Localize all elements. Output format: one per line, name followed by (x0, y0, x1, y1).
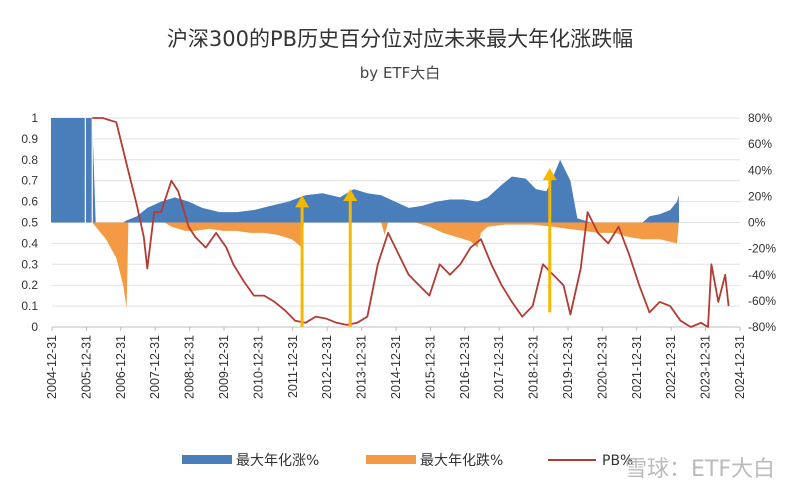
x-tick-label: 2011-12-31 (286, 335, 300, 398)
up-arrow-head (343, 189, 358, 202)
x-tick-label: 2006-12-31 (114, 335, 128, 399)
legend-swatch (182, 455, 232, 464)
x-tick-label: 2018-12-31 (527, 335, 541, 399)
y-left-tick-label: 0.7 (21, 174, 38, 188)
y-left-tick-label: 0.9 (21, 132, 38, 146)
y-right-tick-label: -20% (748, 242, 776, 256)
y-left-tick-label: 0.1 (21, 299, 38, 313)
x-tick-label: 2005-12-31 (79, 335, 93, 399)
x-tick-label: 2016-12-31 (458, 335, 472, 399)
x-tick-label: 2022-12-31 (664, 335, 678, 399)
y-left-tick-label: 1 (31, 111, 38, 125)
annotations (295, 168, 557, 327)
pb-line (92, 117, 730, 328)
y-left-tick-label: 0.5 (21, 216, 38, 230)
chart-subtitle: by ETF大白 (360, 64, 440, 82)
y-right-tick-label: -60% (748, 294, 776, 308)
x-tick-label: 2014-12-31 (389, 335, 403, 399)
chart-title: 沪深300的PB历史百分位对应未来最大年化涨跌幅 (167, 27, 633, 51)
y-right-tick-label: -80% (748, 320, 776, 334)
legend-label: 最大年化跌% (420, 453, 503, 469)
x-tick-label: 2013-12-31 (355, 335, 369, 399)
y-right-tick-label: 80% (748, 111, 772, 125)
x-tick-label: 2024-12-31 (733, 335, 747, 399)
up-arrow-head (542, 168, 557, 181)
x-tick-label: 2015-12-31 (423, 335, 437, 399)
x-tick-label: 2023-12-31 (699, 335, 713, 399)
x-tick-label: 2009-12-31 (217, 335, 231, 399)
x-tick-label: 2007-12-31 (148, 335, 162, 399)
x-tick-label: 2020-12-31 (595, 335, 609, 399)
area-series (51, 118, 680, 309)
legend-swatch (366, 455, 416, 464)
y-right-tick-label: 20% (748, 189, 772, 203)
x-tick-label: 2010-12-31 (251, 335, 265, 399)
y-right-tick-label: 0% (748, 216, 766, 230)
x-tick-label: 2004-12-31 (45, 335, 59, 399)
rise-area (51, 118, 680, 223)
axis-ticks: 0 0.1 0.2 0.3 0.4 0.5 0.6 0.7 0.8 0.9 1 -80% -60% -40… (21, 111, 776, 399)
x-tick-label: 2019-12-31 (561, 335, 575, 399)
y-right-tick-label: 40% (748, 163, 772, 177)
y-left-tick-label: 0.6 (21, 195, 38, 209)
y-left-tick-label: 0 (31, 320, 38, 334)
legend: 最大年化涨% 最大年化跌% PB% (182, 453, 633, 469)
watermark-text: 雪球：ETF大白 (625, 457, 775, 482)
fall-area (92, 222, 679, 309)
y-left-tick-label: 0.3 (21, 257, 38, 271)
legend-label: 最大年化涨% (236, 453, 319, 469)
x-tick-label: 2012-12-31 (320, 335, 334, 399)
y-right-tick-label: 60% (748, 137, 772, 151)
x-tick-label: 2008-12-31 (183, 335, 197, 399)
x-tick-label: 2021-12-31 (630, 335, 644, 399)
x-tick-label: 2017-12-31 (492, 335, 506, 399)
legend-label: PB% (602, 453, 633, 469)
y-right-tick-label: -40% (748, 268, 776, 282)
y-left-tick-label: 0.4 (21, 236, 38, 250)
up-arrow-head (295, 195, 310, 208)
line-series (92, 117, 730, 328)
y-left-tick-label: 0.2 (21, 278, 38, 292)
y-left-tick-label: 0.8 (21, 153, 38, 167)
